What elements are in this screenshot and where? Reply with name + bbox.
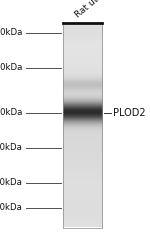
Text: 100kDa: 100kDa [0, 108, 22, 117]
Text: Rat uterus: Rat uterus [74, 0, 116, 20]
Text: 40kDa: 40kDa [0, 203, 22, 212]
Text: 150kDa: 150kDa [0, 63, 22, 72]
Text: PLOD2: PLOD2 [112, 108, 145, 118]
Text: 250kDa: 250kDa [0, 28, 22, 37]
Text: 70kDa: 70kDa [0, 143, 22, 152]
Text: 50kDa: 50kDa [0, 178, 22, 187]
